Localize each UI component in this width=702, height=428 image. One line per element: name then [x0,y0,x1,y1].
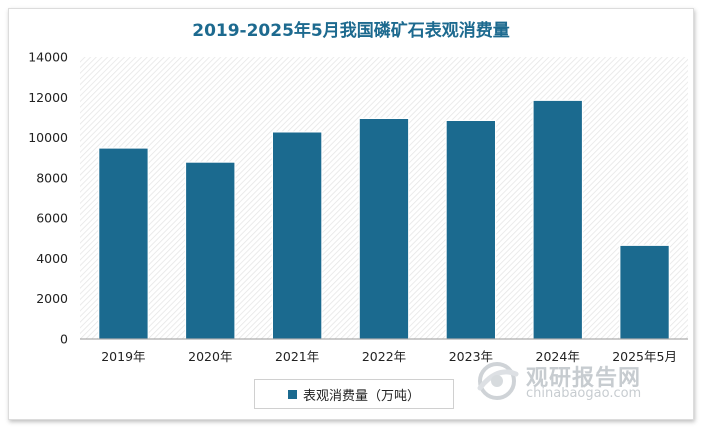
x-tick-label-5: 2024年 [536,349,580,364]
y-tick-label-3: 6000 [36,211,68,226]
bar-1 [184,161,236,340]
x-tick-label-6: 2025年5月 [612,349,677,364]
y-tick-label-0: 0 [60,332,68,347]
y-tick-label-6: 12000 [28,90,68,105]
y-tick-label-7: 14000 [28,50,68,65]
legend: 表观消费量（万吨） [254,379,454,409]
y-tick-label-5: 10000 [28,130,68,145]
y-tick-label-4: 8000 [36,170,68,185]
bar-4 [445,119,497,340]
bar-2 [271,131,323,340]
watermark-name: 观研报告网 [526,366,642,391]
bar-3 [358,117,410,340]
x-tick-label-3: 2022年 [362,349,406,364]
x-tick-label-0: 2019年 [101,349,145,364]
globe-swoosh-logo-icon [477,362,519,400]
y-tick-label-1: 2000 [36,291,68,306]
bar-0 [98,147,149,340]
y-tick-label-2: 4000 [36,251,68,266]
legend-swatch [287,389,297,399]
x-tick-label-2: 2021年 [275,349,319,364]
watermark-domain: chinabaogao.com [526,386,642,401]
bars-group [98,99,670,340]
x-tick-label-1: 2020年 [188,349,232,364]
bar-6 [619,244,670,340]
legend-label: 表观消费量（万吨） [302,388,420,404]
bar-5 [532,99,584,340]
chart-title: 2019-2025年5月我国磷矿石表观消费量 [192,21,510,41]
watermark: 观研报告网 chinabaogao.com [474,358,684,408]
x-tick-label-4: 2023年 [449,349,493,364]
x-axis-ticks: 2019年 2020年 2021年 2022年 2023年 2024年 2025年5月 [101,349,677,364]
y-axis-ticks: 0 2000 4000 6000 8000 10000 12000 14000 [28,50,68,347]
